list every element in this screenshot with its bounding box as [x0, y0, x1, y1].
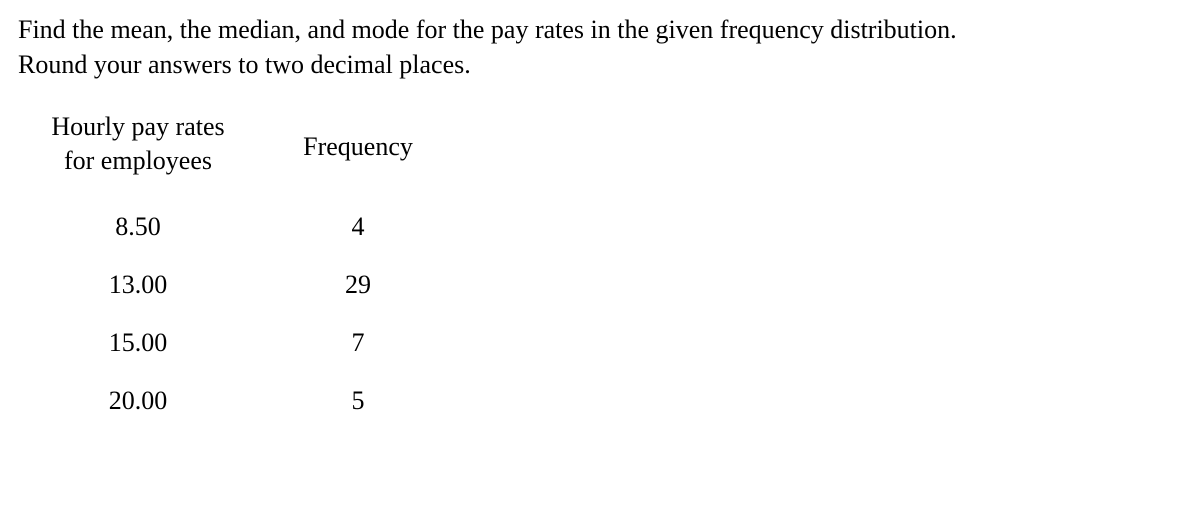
header-pay-rates-line2: for employees: [64, 146, 212, 175]
header-frequency-text: Frequency: [303, 130, 413, 164]
rate-cell: 8.50: [18, 184, 258, 242]
header-pay-rates-line1: Hourly pay rates: [51, 112, 224, 141]
rate-cell: 13.00: [18, 242, 258, 300]
prompt-line-1: Find the mean, the median, and mode for …: [18, 15, 957, 44]
freq-cell: 7: [278, 300, 438, 358]
question-prompt: Find the mean, the median, and mode for …: [18, 12, 1182, 82]
prompt-line-2: Round your answers to two decimal places…: [18, 50, 471, 79]
freq-cell: 29: [278, 242, 438, 300]
freq-cell: 5: [278, 358, 438, 416]
freq-cell: 4: [278, 184, 438, 242]
frequency-table: Hourly pay rates for employees Frequency…: [18, 110, 1182, 416]
rate-cell: 20.00: [18, 358, 258, 416]
rate-cell: 15.00: [18, 300, 258, 358]
column-header-pay-rates: Hourly pay rates for employees: [18, 110, 258, 184]
column-header-frequency: Frequency: [278, 110, 438, 184]
